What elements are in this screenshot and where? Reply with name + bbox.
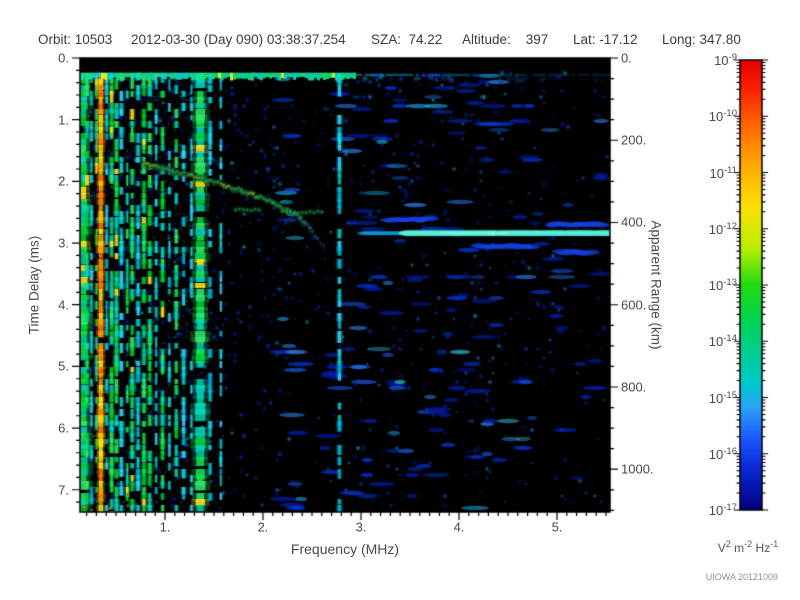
- colorbar-unit-label: V2 m-2 Hz-1: [717, 539, 779, 555]
- x-tick-label: 1.: [159, 519, 171, 535]
- colorbar-tick-label: 10-11: [709, 164, 738, 181]
- colorbar-tick-label: 10-16: [708, 445, 737, 462]
- y-left-tick-label: 2.: [58, 173, 69, 189]
- colorbar-tick-label: 10-13: [708, 276, 737, 294]
- y-left-tick-label: 7.: [58, 482, 69, 498]
- x-tick-label: 4.: [453, 519, 465, 535]
- y-right-tick-label: 600.: [621, 297, 647, 313]
- x-tick-label: 3.: [355, 519, 367, 535]
- header-lat: Lat: -17.12: [573, 32, 638, 47]
- header-sza: SZA: 74.22: [371, 32, 443, 47]
- x-tick-label: 5.: [551, 519, 563, 535]
- y-left-tick-label: 5.: [58, 358, 69, 374]
- colorbar-tick-label: 10-10: [708, 108, 737, 125]
- colorbar-tick-label: 10-15: [708, 389, 737, 406]
- colorbar-tick-label: 10-9: [714, 51, 737, 69]
- header-altitude: Altitude: 397: [462, 32, 549, 47]
- y-left-tick-label: 4.: [58, 297, 69, 313]
- y-right-tick-label: 800.: [621, 379, 647, 395]
- colorbar-tick-label: 10-12: [708, 220, 737, 237]
- colorbar-tick-label: 10-17: [708, 501, 737, 519]
- watermark: UIOWA 20121009: [705, 572, 778, 582]
- y-left-tick-label: 0.: [58, 50, 69, 66]
- header-long: Long: 347.80: [662, 32, 741, 47]
- y-left-tick-label: 3.: [58, 235, 69, 251]
- y-right-tick-label: 1000.: [621, 461, 654, 477]
- y-right-tick-label: 200.: [621, 132, 647, 148]
- y-right-tick-label: 0.: [621, 50, 632, 66]
- header-datetime: 2012-03-30 (Day 090) 03:38:37.254: [131, 32, 346, 47]
- y-right-tick-label: 400.: [621, 214, 647, 230]
- y-axis-label-apparent-range: Apparent Range (km): [648, 220, 664, 350]
- y-left-tick-label: 1.: [58, 112, 69, 128]
- y-axis-label-time-delay: Time Delay (ms): [26, 235, 42, 335]
- x-axis-label-frequency: Frequency (MHz): [290, 541, 400, 557]
- colorbar-tick-label: 10-14: [708, 333, 737, 350]
- x-tick-label: 2.: [257, 519, 269, 535]
- y-left-tick-label: 6.: [58, 420, 69, 436]
- header-orbit: Orbit: 10503: [38, 32, 113, 47]
